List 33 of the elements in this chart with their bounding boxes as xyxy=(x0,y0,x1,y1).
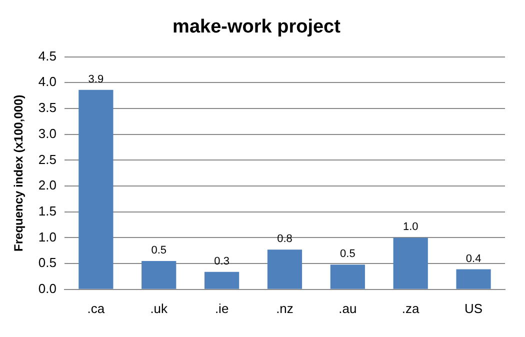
data-label: 0.5 xyxy=(340,248,356,260)
y-tick-label: 2.5 xyxy=(38,152,56,167)
x-tick-label: .nz xyxy=(276,300,294,316)
data-label: 0.4 xyxy=(466,252,482,265)
bar xyxy=(78,90,114,289)
data-label: 3.9 xyxy=(88,73,104,86)
x-tick-label: .ca xyxy=(87,300,106,316)
bar xyxy=(330,264,365,289)
bar xyxy=(204,272,240,289)
x-tick-label: .ie xyxy=(214,300,229,316)
data-label: 0.8 xyxy=(277,233,292,246)
y-tick-label: 1.0 xyxy=(38,229,56,244)
y-tick-label: 1.5 xyxy=(38,203,56,218)
x-tick-label: US xyxy=(464,300,483,316)
bar xyxy=(142,260,176,289)
bar xyxy=(267,250,302,289)
data-label: 1.0 xyxy=(402,221,418,234)
chart-title: make-work project xyxy=(172,16,342,38)
x-tick-label: .uk xyxy=(150,300,168,316)
y-tick-label: 4.0 xyxy=(38,74,56,90)
y-tick-label: 2.0 xyxy=(38,178,56,193)
y-tick-label: 3.0 xyxy=(38,126,56,141)
data-label: 0.3 xyxy=(214,255,230,268)
x-tick-label: .au xyxy=(338,300,357,316)
y-tick-label: 3.5 xyxy=(38,100,56,116)
y-axis-title: Frequency index (x100,000) xyxy=(12,94,26,252)
bar xyxy=(393,238,428,289)
y-tick-label: 0.0 xyxy=(38,280,56,296)
y-tick-label: 4.5 xyxy=(38,48,56,64)
bar xyxy=(456,269,491,289)
data-label: 0.5 xyxy=(151,244,167,256)
y-tick-label: 0.5 xyxy=(38,255,56,270)
x-tick-label: .za xyxy=(402,300,420,316)
